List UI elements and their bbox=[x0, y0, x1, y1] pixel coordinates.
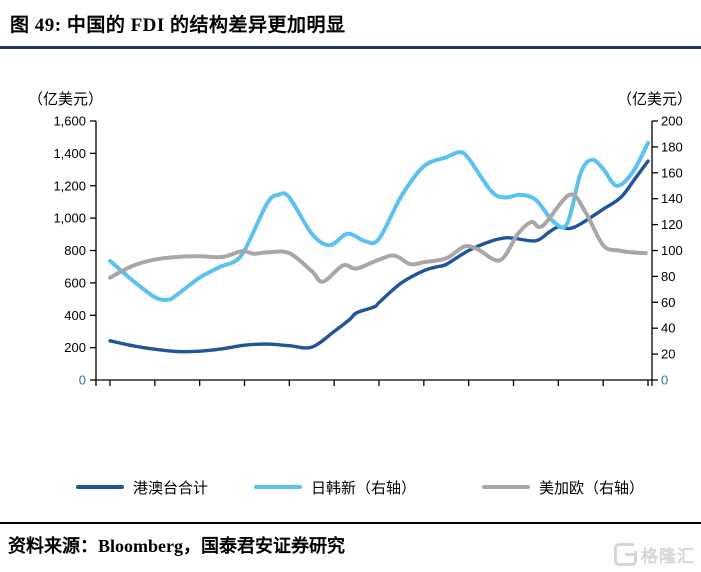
right-axis-tick-label: 200 bbox=[661, 114, 683, 129]
figure-title: 图 49: 中国的 FDI 的结构差异更加明显 bbox=[10, 15, 346, 36]
left-axis-tick-label: 0 bbox=[79, 373, 86, 388]
right-axis-tick-label: 180 bbox=[661, 139, 683, 154]
left-axis-unit-label: （亿美元） bbox=[28, 91, 103, 108]
left-axis-tick-label: 400 bbox=[64, 308, 86, 323]
title-divider bbox=[0, 46, 701, 49]
right-axis-tick-label: 80 bbox=[661, 269, 675, 284]
right-axis-tick-label: 100 bbox=[661, 243, 683, 258]
legend-line-swatch bbox=[254, 485, 303, 489]
axes: 1,6001,4001,2001,00080060040020002001801… bbox=[53, 114, 683, 388]
source-note: 资料来源：Bloomberg，国泰君安证券研究 bbox=[8, 536, 345, 556]
right-axis-tick-label: 60 bbox=[661, 295, 675, 310]
gelonghui-watermark: 格隆汇 bbox=[614, 542, 695, 567]
left-axis-tick-label: 200 bbox=[64, 340, 86, 355]
series-line-0 bbox=[108, 159, 650, 354]
gelonghui-logo-text: 格隆汇 bbox=[641, 547, 695, 566]
left-axis-tick-label: 1,400 bbox=[53, 146, 86, 161]
left-axis-tick-label: 600 bbox=[64, 275, 86, 290]
right-axis-tick-label: 140 bbox=[661, 191, 683, 206]
footer-divider bbox=[0, 522, 701, 524]
legend-line-swatch bbox=[482, 485, 531, 489]
right-axis-tick-label: 120 bbox=[661, 217, 683, 232]
legend-line-swatch bbox=[76, 485, 124, 489]
legend-item-hk-mo-tw: 港澳台合计 bbox=[76, 477, 208, 498]
left-axis-tick-label: 800 bbox=[64, 243, 86, 258]
left-axis-tick-label: 1,600 bbox=[53, 114, 86, 129]
series-line-2 bbox=[108, 192, 648, 284]
legend-item-us-ca-eu: 美加欧（右轴） bbox=[482, 477, 644, 498]
right-axis-tick-label: 0 bbox=[661, 373, 668, 388]
legend-item-jp-kr-sg: 日韩新（右轴） bbox=[254, 477, 416, 498]
legend-label: 美加欧（右轴） bbox=[539, 480, 645, 497]
right-axis-tick-label: 40 bbox=[661, 321, 675, 336]
chart-legend: 港澳台合计 日韩新（右轴） 美加欧（右轴） bbox=[0, 474, 701, 500]
series-line-1 bbox=[108, 141, 650, 302]
right-axis-unit-label: （亿美元） bbox=[617, 91, 692, 108]
right-axis-tick-label: 20 bbox=[661, 347, 675, 362]
fdi-line-chart: （亿美元） （亿美元） 1,6001,4001,2001,00080060040… bbox=[28, 91, 692, 388]
left-axis-tick-label: 1,200 bbox=[53, 178, 86, 193]
gelonghui-logo-icon bbox=[614, 543, 637, 566]
legend-label: 港澳台合计 bbox=[133, 480, 209, 497]
series-lines bbox=[108, 141, 650, 354]
chart-area: （亿美元） （亿美元） 1,600 1,400 1,200 1,000 800 600 40… bbox=[0, 60, 701, 470]
left-axis-tick-label: 1,000 bbox=[53, 211, 86, 226]
right-axis-tick-label: 160 bbox=[661, 165, 683, 180]
legend-label: 日韩新（右轴） bbox=[311, 480, 417, 497]
